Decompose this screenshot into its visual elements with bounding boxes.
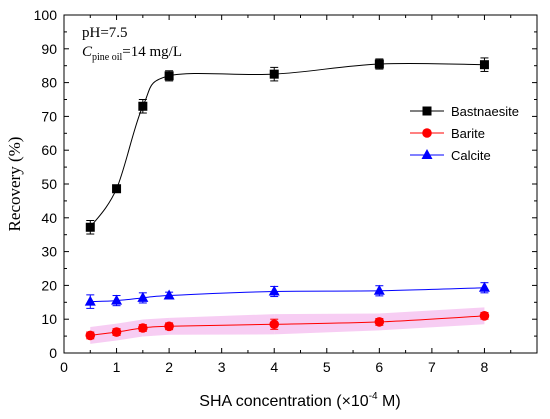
data-point [478, 281, 490, 292]
legend-marker-bastnaesite [422, 106, 432, 116]
y-tick-label: 100 [34, 7, 58, 23]
data-point [138, 323, 148, 333]
data-point [374, 59, 384, 69]
data-point [269, 69, 279, 79]
data-point [479, 311, 490, 321]
x-tick-label: 2 [165, 359, 173, 375]
y-tick-label: 50 [41, 176, 57, 192]
series-calcite [84, 281, 490, 309]
y-tick-label: 0 [49, 345, 57, 361]
plot-frame [63, 14, 538, 354]
series-bastnaesite [85, 57, 489, 235]
x-axis-label-prefix: SHA concentration ( [199, 393, 342, 410]
x-axis-label: SHA concentration (×10-4 M) [199, 391, 400, 410]
data-point [164, 71, 174, 81]
data-point [268, 285, 280, 296]
error-band-segment [169, 314, 275, 335]
y-tick-label: 10 [41, 311, 57, 327]
data-point [85, 330, 96, 341]
x-tick-label: 4 [270, 359, 278, 375]
data-point [112, 184, 122, 194]
x-tick-label: 1 [113, 359, 121, 375]
x-axis-label-exponent: -4 [369, 391, 378, 402]
y-tick-label: 80 [41, 75, 57, 91]
data-point [163, 289, 175, 300]
data-point [373, 284, 385, 295]
error-band-segment [274, 313, 380, 335]
data-point [111, 294, 123, 305]
data-point [111, 327, 122, 337]
legend-marker-barite [422, 128, 432, 138]
x-tick-label: 3 [218, 359, 226, 375]
y-tick-label: 20 [41, 277, 57, 293]
series-calcite-line [90, 287, 485, 303]
legend-label-calcite: Calcite [451, 148, 491, 163]
y-tick-label: 70 [41, 108, 57, 124]
legend-label-barite: Barite [451, 126, 485, 141]
annotation-c-subscript: pine oil [92, 52, 122, 63]
annotation-c-symbol: C [82, 44, 93, 60]
x-axis-label-multiplier: ×10 [342, 393, 369, 410]
x-axis-label-unit: M) [378, 393, 401, 410]
legend-label-bastnaesite: Bastnaesite [451, 104, 519, 119]
x-tick-label: 8 [481, 359, 489, 375]
series-bastnaesite-line [89, 62, 485, 228]
data-point [137, 291, 149, 302]
x-tick-label: 0 [60, 359, 68, 375]
legend: Bastnaesite Barite Calcite [410, 104, 519, 163]
data-point [84, 295, 96, 306]
y-tick-label: 40 [41, 210, 57, 226]
series-barite-error-band [90, 307, 485, 344]
series-barite [85, 307, 490, 344]
y-tick-label: 90 [41, 41, 57, 57]
y-tick-label: 60 [41, 142, 57, 158]
y-tick-label: 30 [41, 244, 57, 260]
y-axis-label: Recovery (%) [5, 137, 24, 232]
x-tick-label: 7 [428, 359, 436, 375]
data-point [269, 319, 280, 330]
data-point [374, 317, 385, 327]
data-point [479, 60, 489, 70]
data-point [85, 222, 95, 232]
series-layer [84, 57, 490, 344]
data-point [138, 101, 148, 111]
data-point [164, 321, 174, 332]
annotation-ph: pH=7.5 [82, 25, 128, 41]
annotation-c-value: =14 mg/L [122, 44, 182, 60]
annotation-c: Cpine oil=14 mg/L [82, 44, 182, 63]
x-tick-label: 5 [323, 359, 331, 375]
legend-marker-calcite [421, 149, 433, 159]
x-tick-label: 6 [375, 359, 383, 375]
